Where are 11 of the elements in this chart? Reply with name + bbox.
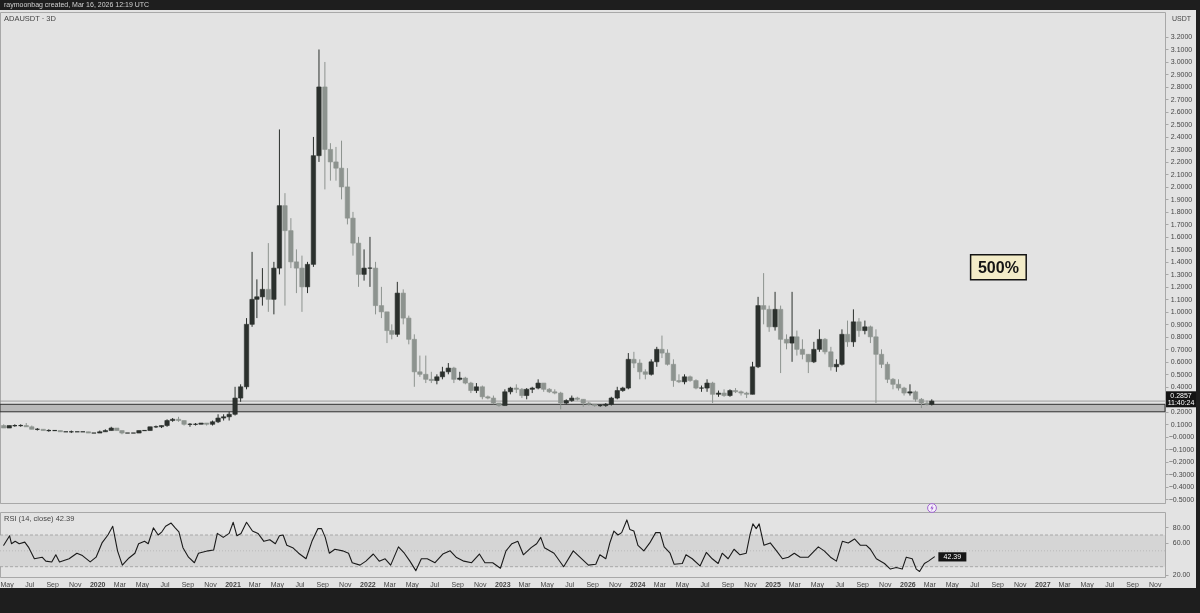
candlestick [850, 308, 856, 348]
candlestick [35, 427, 40, 432]
candlestick [721, 388, 727, 398]
candlestick [265, 242, 271, 313]
annotation: 500% [977, 258, 1019, 276]
candlestick [772, 291, 778, 332]
candlestick [907, 383, 913, 397]
candlestick [862, 320, 868, 335]
candlestick [856, 317, 862, 338]
candlestick [789, 291, 795, 363]
candlestick [845, 320, 851, 348]
